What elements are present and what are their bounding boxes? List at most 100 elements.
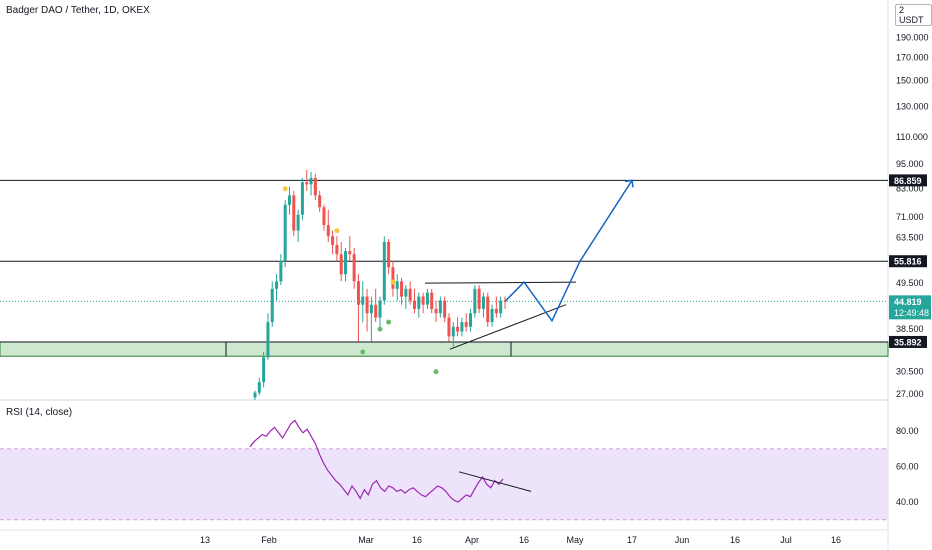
candle-body: [300, 182, 304, 215]
candle-body: [469, 313, 473, 327]
level-label: 55.816: [894, 257, 922, 267]
signal-marker: [433, 369, 439, 375]
price-tick-label: 150.000: [896, 75, 929, 85]
price-tick-label: 130.000: [896, 102, 929, 112]
level-label-bg: [889, 174, 927, 187]
level-label: 86.859: [894, 176, 922, 186]
rsi-tick-label: 40.00: [896, 497, 919, 507]
candle-body: [331, 236, 335, 245]
candle-body: [430, 292, 434, 309]
candle-body: [352, 254, 356, 282]
support-zone: [0, 341, 889, 357]
candle-body: [266, 322, 270, 358]
forecast-path: [504, 179, 633, 323]
price-tick-label: 190.000: [896, 32, 929, 42]
time-tick-label: 17: [627, 535, 637, 545]
candle-body: [395, 281, 399, 289]
candle-body: [417, 296, 421, 309]
currency-badge[interactable]: 2 USDT: [895, 4, 932, 26]
candle-body: [473, 288, 477, 314]
price-tick-label: 30.500: [896, 367, 924, 377]
time-tick-label: Feb: [261, 535, 277, 545]
candle-body: [257, 382, 261, 393]
rsi-tick-label: 80.00: [896, 426, 919, 436]
candle-body: [279, 260, 283, 282]
candle-body: [494, 308, 498, 314]
candle-body: [296, 214, 300, 231]
rsi-tick-label: 60.00: [896, 462, 919, 472]
price-tick-label: 49.500: [896, 278, 924, 288]
candle-body: [425, 292, 429, 305]
candle-body: [434, 308, 438, 314]
candle-body: [421, 296, 425, 305]
candle-body: [335, 244, 339, 255]
candle-body: [391, 267, 395, 289]
candle-body: [438, 300, 442, 314]
candle-body: [313, 177, 317, 196]
candle-body: [451, 326, 455, 337]
candle-body: [387, 242, 391, 268]
candle-body: [374, 304, 378, 318]
candle-body: [326, 225, 330, 237]
candle-body: [318, 195, 322, 208]
candle-body: [378, 300, 382, 318]
candle-body: [322, 207, 326, 226]
candle-body: [339, 254, 343, 275]
candle-body: [283, 204, 287, 261]
rsi-line: [249, 419, 504, 503]
price-tick-label: 38.500: [896, 324, 924, 334]
candle-body: [477, 288, 481, 309]
price-tick-label: 27.000: [896, 389, 924, 399]
candle-body: [486, 296, 490, 323]
price-tick-label: 63.500: [896, 233, 924, 243]
countdown-label: 12:49:48: [894, 308, 929, 318]
signal-marker: [377, 326, 383, 332]
candle-body: [443, 300, 447, 318]
candle-body: [356, 281, 360, 305]
candle-body: [481, 296, 485, 309]
price-tick-label: 83.000: [896, 184, 924, 194]
forecast-arrowhead: [624, 179, 634, 188]
current-price-label: 44.819: [894, 297, 922, 307]
time-tick-label: 13: [200, 535, 210, 545]
signal-marker: [334, 228, 340, 234]
candle-body: [348, 251, 352, 255]
candle-body: [412, 300, 416, 309]
time-tick-label: 16: [519, 535, 529, 545]
current-price-label-bg: [889, 295, 931, 320]
time-tick-label: 16: [412, 535, 422, 545]
signal-marker: [386, 319, 392, 325]
chart-title: Badger DAO / Tether, 1D, OKEX: [6, 5, 150, 16]
candle-body: [499, 300, 503, 314]
candle-body: [490, 308, 494, 323]
triangle-upper-line: [424, 281, 577, 284]
candle-body: [275, 281, 279, 289]
signal-marker: [360, 349, 366, 355]
time-tick-label: 16: [730, 535, 740, 545]
rsi-divergence-line: [458, 471, 532, 492]
candle-body: [408, 288, 412, 301]
candle-body: [361, 296, 365, 305]
candle-body: [400, 281, 404, 297]
signal-marker: [282, 186, 288, 192]
candle-body: [456, 326, 460, 332]
rsi-title: RSI (14, close): [6, 407, 73, 418]
time-tick-label: Jul: [780, 535, 792, 545]
price-tick-label: 95.000: [896, 159, 924, 169]
level-label: 35.892: [894, 337, 922, 347]
rsi-band: [0, 448, 888, 520]
time-tick-label: Apr: [465, 535, 479, 545]
candle-body: [253, 392, 257, 398]
candle-body: [369, 304, 373, 314]
time-tick-label: May: [566, 535, 584, 545]
candle-body: [365, 296, 369, 314]
candle-body: [382, 242, 386, 301]
time-tick-label: Jun: [675, 535, 690, 545]
candle-body: [305, 182, 309, 185]
candle-body: [460, 322, 464, 332]
candle-body: [270, 288, 274, 323]
time-tick-label: Mar: [358, 535, 374, 545]
candle-body: [309, 177, 313, 185]
